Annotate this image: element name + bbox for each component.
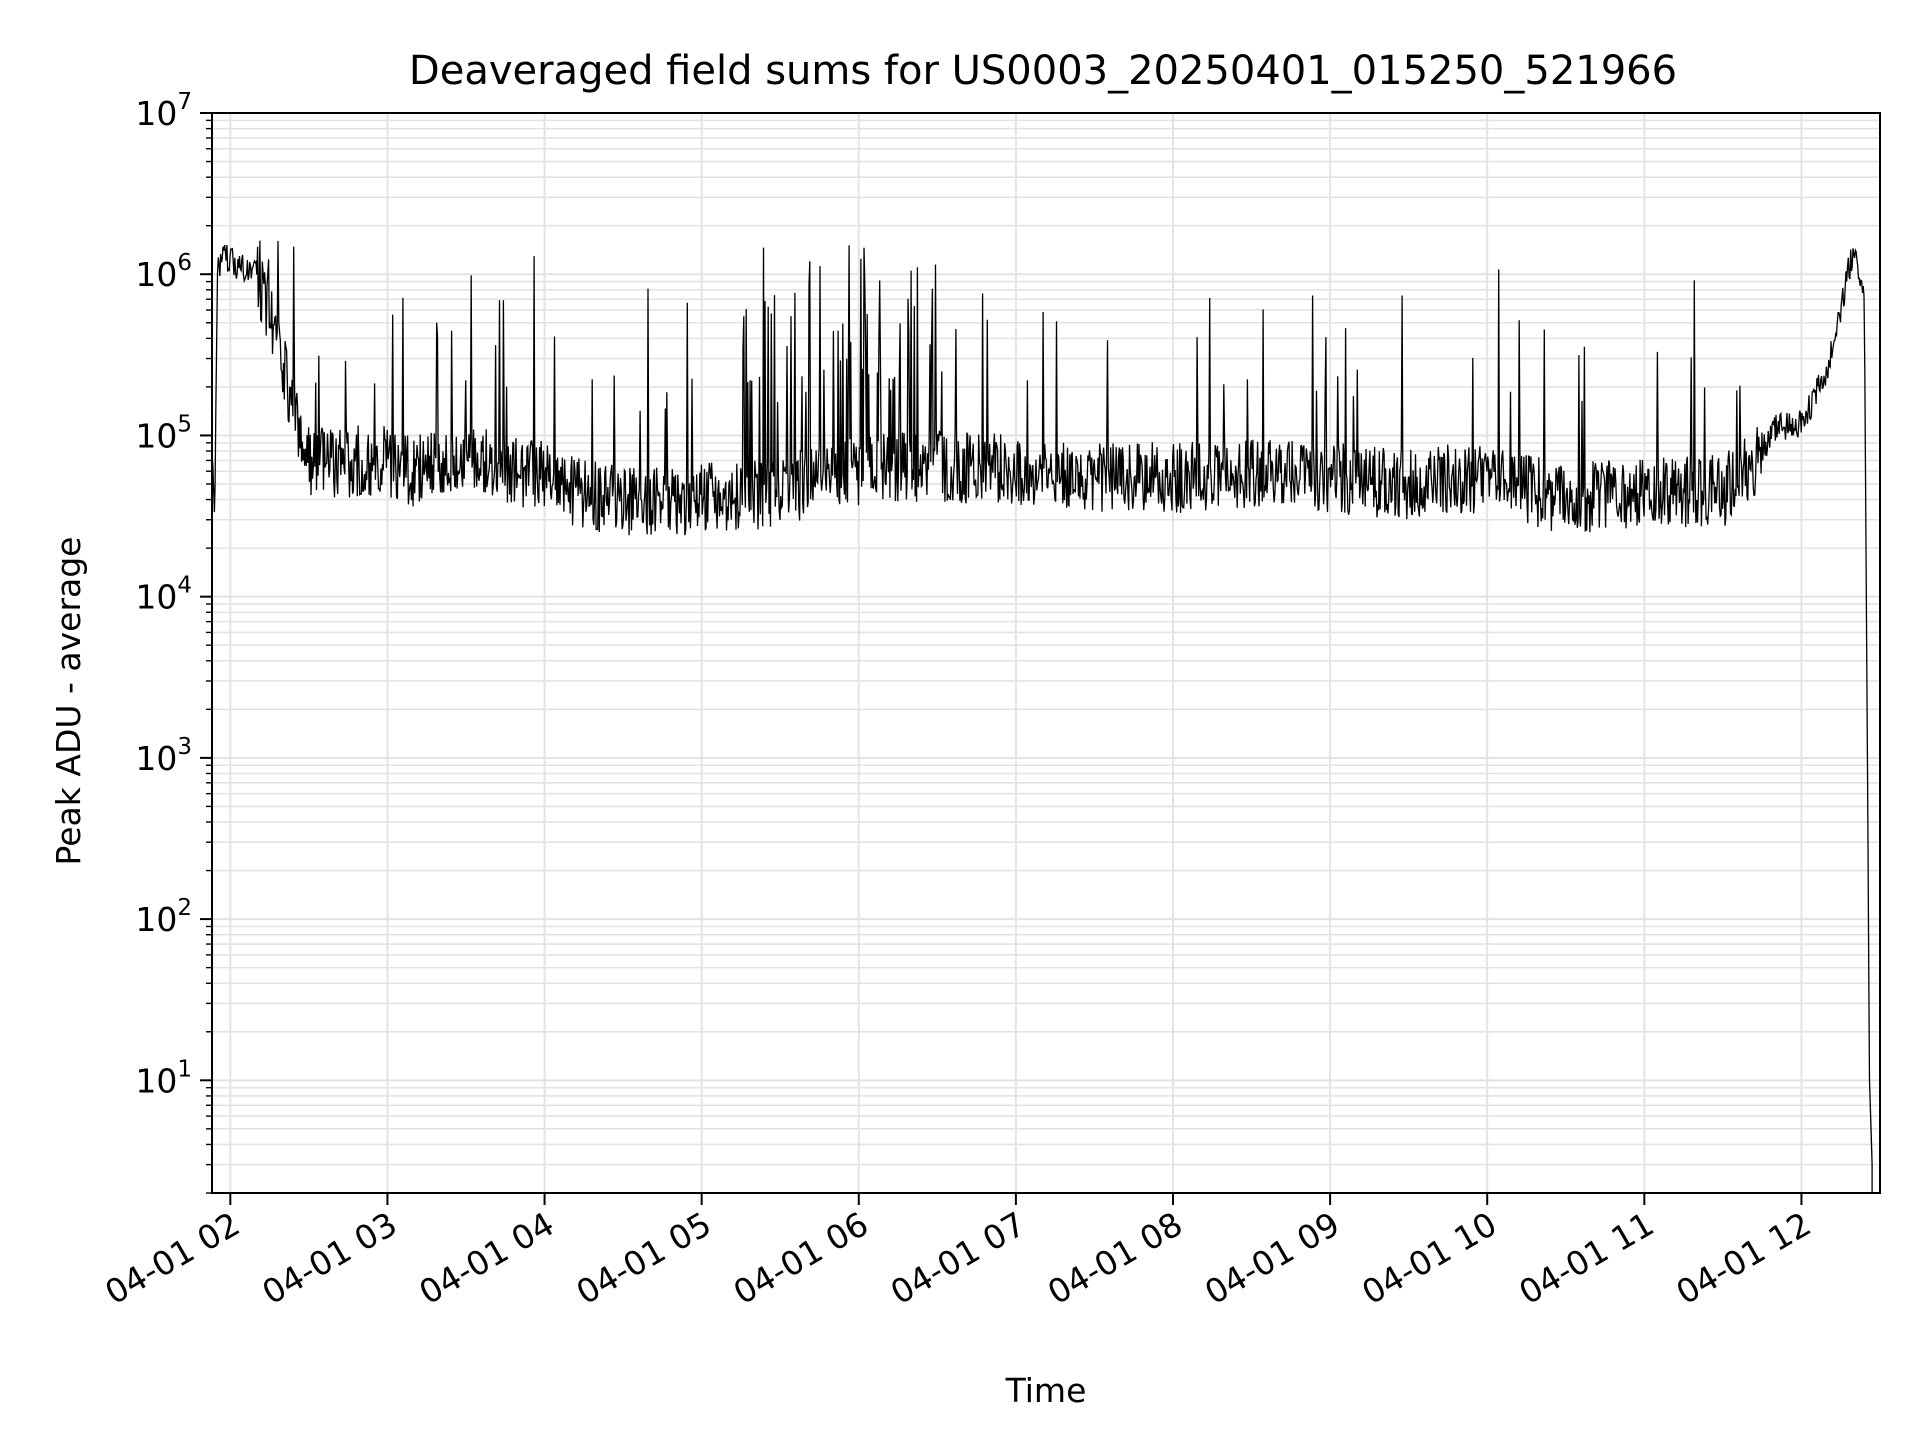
x-tick-label: 04-01 10 bbox=[1355, 1204, 1503, 1312]
x-tick-label: 04-01 12 bbox=[1669, 1204, 1817, 1312]
y-axis: 101 102 103 104 105 106 107 bbox=[135, 89, 212, 1194]
y-tick-label: 106 bbox=[135, 250, 192, 294]
y-tick-label: 104 bbox=[135, 573, 192, 617]
y-tick-label: 103 bbox=[135, 734, 192, 778]
x-tick-label: 04-01 03 bbox=[255, 1204, 403, 1312]
grid bbox=[212, 112, 1880, 1194]
y-tick-label: 101 bbox=[135, 1056, 192, 1100]
y-tick-label: 102 bbox=[135, 895, 192, 939]
y-tick-label: 107 bbox=[135, 89, 192, 133]
x-tick-label: 04-01 11 bbox=[1512, 1204, 1660, 1312]
x-tick-label: 04-01 05 bbox=[570, 1204, 718, 1312]
x-tick-label: 04-01 08 bbox=[1041, 1204, 1189, 1312]
x-tick-label: 04-01 04 bbox=[413, 1204, 561, 1312]
chart-title: Deaveraged field sums for US0003_2025040… bbox=[409, 48, 1677, 94]
y-axis-label: Peak ADU - average bbox=[49, 537, 88, 866]
plot-area bbox=[212, 240, 1873, 1193]
x-tick-label: 04-01 02 bbox=[98, 1204, 246, 1312]
series-line bbox=[212, 240, 1873, 1193]
x-axis: 04-01 02 04-01 03 04-01 04 04-01 05 04-01 06… bbox=[98, 1193, 1817, 1312]
x-tick-label: 04-01 09 bbox=[1198, 1204, 1346, 1312]
x-tick-label: 04-01 07 bbox=[884, 1204, 1032, 1312]
y-tick-label: 105 bbox=[135, 411, 192, 455]
plot-frame bbox=[211, 112, 1881, 1194]
x-axis-label: Time bbox=[1005, 1371, 1087, 1410]
x-tick-label: 04-01 06 bbox=[727, 1204, 875, 1312]
